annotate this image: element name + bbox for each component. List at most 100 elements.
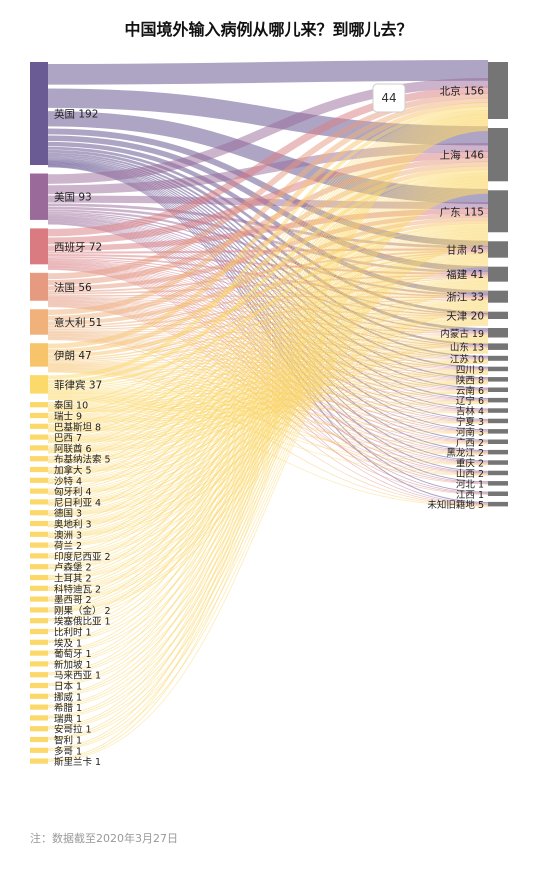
flow-link — [47, 226, 489, 427]
flow-link — [47, 122, 489, 620]
source-node[interactable] — [30, 531, 48, 537]
source-node[interactable] — [30, 499, 48, 505]
source-node[interactable] — [30, 510, 48, 516]
source-node[interactable] — [30, 272, 48, 301]
target-node[interactable] — [488, 62, 508, 119]
target-node[interactable] — [488, 449, 508, 455]
target-node[interactable] — [488, 290, 508, 303]
source-node[interactable] — [30, 672, 48, 678]
target-node[interactable] — [488, 408, 508, 413]
flow-link — [47, 183, 489, 588]
target-node[interactable] — [488, 128, 508, 182]
target-node[interactable] — [488, 377, 508, 382]
flow-link — [47, 178, 489, 502]
flow-link — [47, 120, 489, 587]
target-node[interactable] — [488, 328, 508, 338]
source-node[interactable] — [30, 704, 48, 710]
source-node[interactable] — [30, 488, 48, 494]
target-node[interactable] — [488, 460, 508, 465]
target-node[interactable] — [488, 501, 508, 507]
flow-link — [47, 241, 489, 697]
target-node[interactable] — [488, 343, 508, 350]
flow-link — [47, 60, 489, 85]
flow-link — [47, 186, 489, 642]
target-node[interactable] — [488, 366, 508, 372]
source-node[interactable] — [30, 596, 48, 602]
target-node[interactable] — [488, 311, 508, 319]
target-node[interactable] — [488, 387, 508, 393]
target-node[interactable] — [488, 429, 508, 434]
source-node[interactable] — [30, 639, 48, 645]
source-node[interactable] — [30, 445, 48, 451]
source-node[interactable] — [30, 466, 48, 473]
chart-title: 中国境外输入病例从哪儿来？到哪儿去？ — [124, 20, 413, 39]
source-node[interactable] — [30, 618, 48, 624]
target-node[interactable] — [488, 418, 508, 424]
flow-link — [47, 228, 489, 460]
source-node[interactable] — [30, 747, 48, 753]
source-node[interactable] — [30, 585, 48, 591]
target-node[interactable] — [488, 266, 508, 282]
source-node[interactable] — [30, 758, 48, 764]
source-node[interactable] — [30, 650, 48, 656]
flow-link — [47, 177, 489, 491]
flow-link — [47, 240, 489, 676]
flow-link — [47, 190, 489, 718]
source-node[interactable] — [30, 412, 48, 419]
source-label: 马来西亚 1 — [54, 671, 101, 682]
source-node[interactable] — [30, 434, 48, 440]
flow-link — [47, 114, 489, 479]
source-node[interactable] — [30, 682, 48, 689]
source-label: 挪威 1 — [54, 691, 82, 703]
target-node[interactable] — [488, 241, 508, 258]
target-label: 吉林 4 — [456, 406, 484, 418]
flow-link — [47, 233, 489, 557]
target-node[interactable] — [488, 397, 508, 403]
flow-link — [47, 118, 489, 555]
source-node[interactable] — [30, 343, 48, 367]
source-node[interactable] — [30, 726, 48, 732]
target-node[interactable] — [488, 481, 508, 486]
flow-link — [47, 236, 489, 611]
flow-link — [47, 186, 489, 653]
source-node[interactable] — [30, 693, 48, 699]
source-node[interactable] — [30, 375, 48, 394]
source-node[interactable] — [30, 542, 48, 548]
target-label: 江西 1 — [456, 490, 484, 501]
source-node[interactable] — [30, 574, 48, 581]
source-node[interactable] — [30, 553, 48, 559]
source-node[interactable] — [30, 715, 48, 721]
flow-link — [47, 179, 489, 524]
source-node[interactable] — [30, 736, 48, 743]
flow-link — [47, 235, 489, 589]
source-node[interactable] — [30, 661, 48, 667]
flow-link — [47, 179, 489, 513]
source-node[interactable] — [30, 228, 48, 265]
source-node[interactable] — [30, 62, 48, 165]
target-node[interactable] — [488, 355, 508, 361]
source-node[interactable] — [30, 456, 48, 462]
flow-link — [47, 174, 489, 437]
target-node[interactable] — [488, 491, 508, 497]
flow-link — [47, 242, 489, 708]
source-node[interactable] — [30, 173, 48, 220]
target-label: 山东 13 — [450, 342, 484, 354]
flow-link — [47, 238, 489, 633]
source-node[interactable] — [30, 402, 48, 408]
target-node[interactable] — [488, 439, 508, 445]
source-node[interactable] — [30, 423, 48, 429]
flow-link — [47, 242, 489, 719]
source-label: 澳洲 3 — [54, 529, 82, 541]
target-node[interactable] — [488, 470, 508, 476]
source-label: 匈牙利 4 — [54, 486, 92, 498]
flow-link — [47, 121, 489, 598]
source-node[interactable] — [30, 309, 48, 335]
source-node[interactable] — [30, 564, 48, 570]
target-label: 内蒙古 19 — [440, 328, 484, 340]
target-node[interactable] — [488, 190, 508, 233]
source-node[interactable] — [30, 628, 48, 635]
source-node[interactable] — [30, 477, 48, 483]
target-label: 河北 1 — [456, 478, 484, 490]
source-node[interactable] — [30, 520, 48, 527]
source-node[interactable] — [30, 607, 48, 613]
